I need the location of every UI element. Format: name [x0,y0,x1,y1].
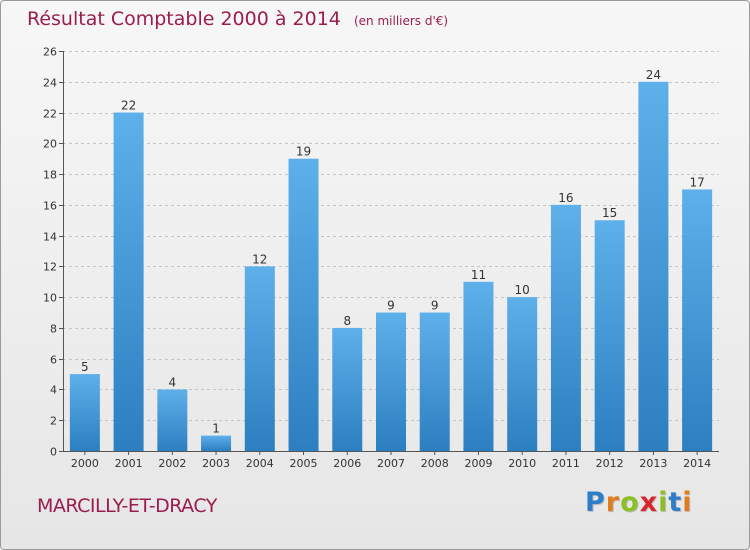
bar-2004 [244,266,275,451]
data-label: 1 [212,422,220,436]
bar-2013 [638,81,669,452]
logo-letter: i [682,487,693,518]
bar-2014 [682,189,713,451]
x-tick-label: 2005 [290,457,318,470]
bar-2002 [157,389,188,451]
bar-2003 [201,435,232,451]
data-label: 5 [81,360,89,374]
x-tick-label: 2014 [683,457,711,470]
y-tick-label: 2 [50,415,57,428]
x-tick-label: 2000 [71,457,99,470]
data-label: 4 [169,375,177,389]
data-label: 17 [689,175,704,189]
data-label: 19 [296,145,311,159]
x-tick-label: 2009 [464,457,492,470]
bar-2005 [288,158,319,451]
bar-2001 [113,112,144,452]
chart-subtitle: (en milliers d'€) [353,14,449,28]
data-label: 12 [252,252,267,266]
y-tick-label: 22 [43,108,57,121]
data-label: 16 [558,191,573,205]
y-tick-label: 0 [50,446,57,459]
data-label: 11 [471,268,486,282]
y-tick-label: 10 [43,292,57,305]
logo-letter: t [668,487,683,518]
data-label: 9 [387,299,395,313]
x-tick-label: 2011 [552,457,580,470]
data-label: 22 [121,99,136,113]
chart-title: Résultat Comptable 2000 à 2014 [27,8,341,30]
data-label: 15 [602,206,617,220]
y-tick-label: 18 [43,169,57,182]
y-tick-label: 8 [50,323,57,336]
y-tick-label: 12 [43,261,57,274]
data-label: 9 [431,299,439,313]
x-tick-label: 2003 [202,457,230,470]
y-tick-label: 4 [50,384,57,397]
data-label: 10 [515,283,530,297]
y-tick-label: 6 [50,354,57,367]
proxiti-logo: Proxiti [585,487,693,518]
commune-name: MARCILLY-ET-DRACY [37,495,217,517]
bar-2009 [463,281,494,451]
bar-2008 [419,312,450,451]
x-tick-label: 2002 [158,457,186,470]
x-tick-label: 2006 [333,457,361,470]
logo-letter: r [605,487,621,518]
x-tick-label: 2012 [596,457,624,470]
bars [69,81,713,452]
bar-2010 [507,297,538,451]
chart-header: Résultat Comptable 2000 à 2014 (en milli… [27,8,448,30]
x-tick-label: 2001 [115,457,143,470]
x-tick-label: 2007 [377,457,405,470]
y-tick-label: 20 [43,138,57,151]
y-tick-label: 24 [43,77,57,90]
logo-letter: P [585,487,606,518]
bar-2011 [550,204,581,451]
x-tick-label: 2013 [639,457,667,470]
x-tick-label: 2008 [421,457,449,470]
y-tick-label: 26 [43,46,57,59]
data-label: 24 [646,68,661,82]
bar-2000 [69,374,100,451]
x-tick-label: 2004 [246,457,274,470]
bar-2007 [376,312,406,451]
logo-letter: x [639,487,659,518]
data-label: 8 [343,314,351,328]
x-tick-label: 2010 [508,457,536,470]
logo-letter: o [620,487,640,518]
y-tick-label: 14 [43,231,57,244]
data-labels: 5 22 4 1 12 19 8 9 9 11 10 16 15 24 17 [81,68,705,436]
bar-2006 [332,327,363,451]
logo-letter: i [658,487,669,518]
y-tick-label: 16 [43,200,57,213]
bar-2012 [594,220,625,451]
